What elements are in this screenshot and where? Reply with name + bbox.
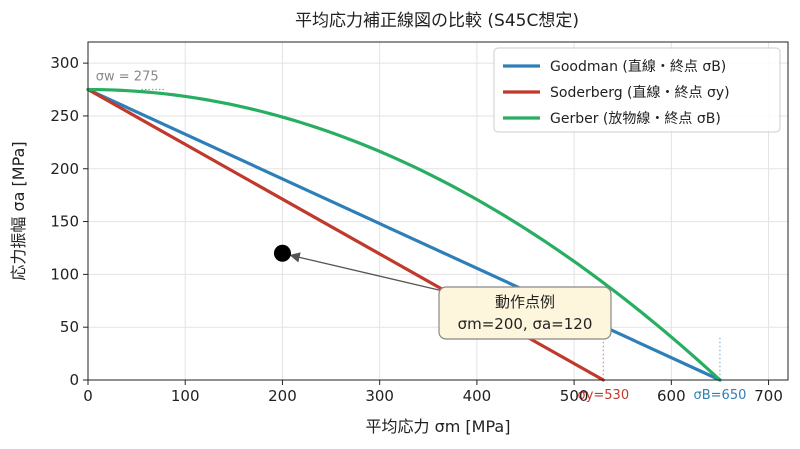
x-tick-label: 400 xyxy=(463,387,492,405)
sigma-b-label: σB=650 xyxy=(694,388,747,403)
annotation-values: σm=200, σa=120 xyxy=(458,315,593,333)
sigma-y-label: σy=530 xyxy=(577,388,629,403)
operating-point xyxy=(273,244,291,262)
sigma-w-label: σw = 275 xyxy=(96,70,159,85)
annotation-title: 動作点例 xyxy=(495,293,555,311)
x-tick-label: 500 xyxy=(560,387,589,405)
marker-layer: σw = 275 σy=530 σB=650 動作点例 σm=200, σa=120 xyxy=(96,70,747,403)
x-tick-label: 0 xyxy=(83,387,93,405)
y-tick-label: 250 xyxy=(50,107,79,125)
x-tick-label: 300 xyxy=(365,387,394,405)
legend-label-2: Gerber (放物線・終点 σB) xyxy=(550,111,721,127)
y-tick-label: 100 xyxy=(50,265,79,283)
annotation-box xyxy=(438,286,612,340)
y-tick-label: 200 xyxy=(50,160,79,178)
legend: Goodman (直線・終点 σB) Soderberg (直線・終点 σy) Ge… xyxy=(493,47,781,133)
series-layer xyxy=(86,87,722,382)
x-axis-label: 平均応力 σm [MPa] xyxy=(366,417,511,436)
x-tick-label: 700 xyxy=(754,387,783,405)
plot-frame xyxy=(87,41,789,381)
annotation-arrow xyxy=(289,252,444,292)
y-tick-label: 300 xyxy=(50,54,79,72)
y-tick-label: 0 xyxy=(69,371,79,389)
legend-label-0: Goodman (直線・終点 σB) xyxy=(550,58,726,75)
y-tick-label: 150 xyxy=(50,213,79,231)
series-line-2 xyxy=(86,87,722,382)
series-line-0 xyxy=(86,87,722,382)
y-axis-label: 応力振幅 σa [MPa] xyxy=(9,141,28,280)
legend-box xyxy=(493,47,781,133)
x-tick-label: 200 xyxy=(268,387,297,405)
ticks: 0 100 200 300 400 500 600 700 0 50 100 150 200 250 300 xyxy=(50,54,783,405)
legend-label-1: Soderberg (直線・終点 σy) xyxy=(550,84,730,101)
y-tick-label: 50 xyxy=(60,318,79,336)
chart-title: 平均応力補正線図の比較 (S45C想定) xyxy=(295,11,579,31)
x-tick-label: 100 xyxy=(171,387,200,405)
x-tick-label: 600 xyxy=(657,387,686,405)
